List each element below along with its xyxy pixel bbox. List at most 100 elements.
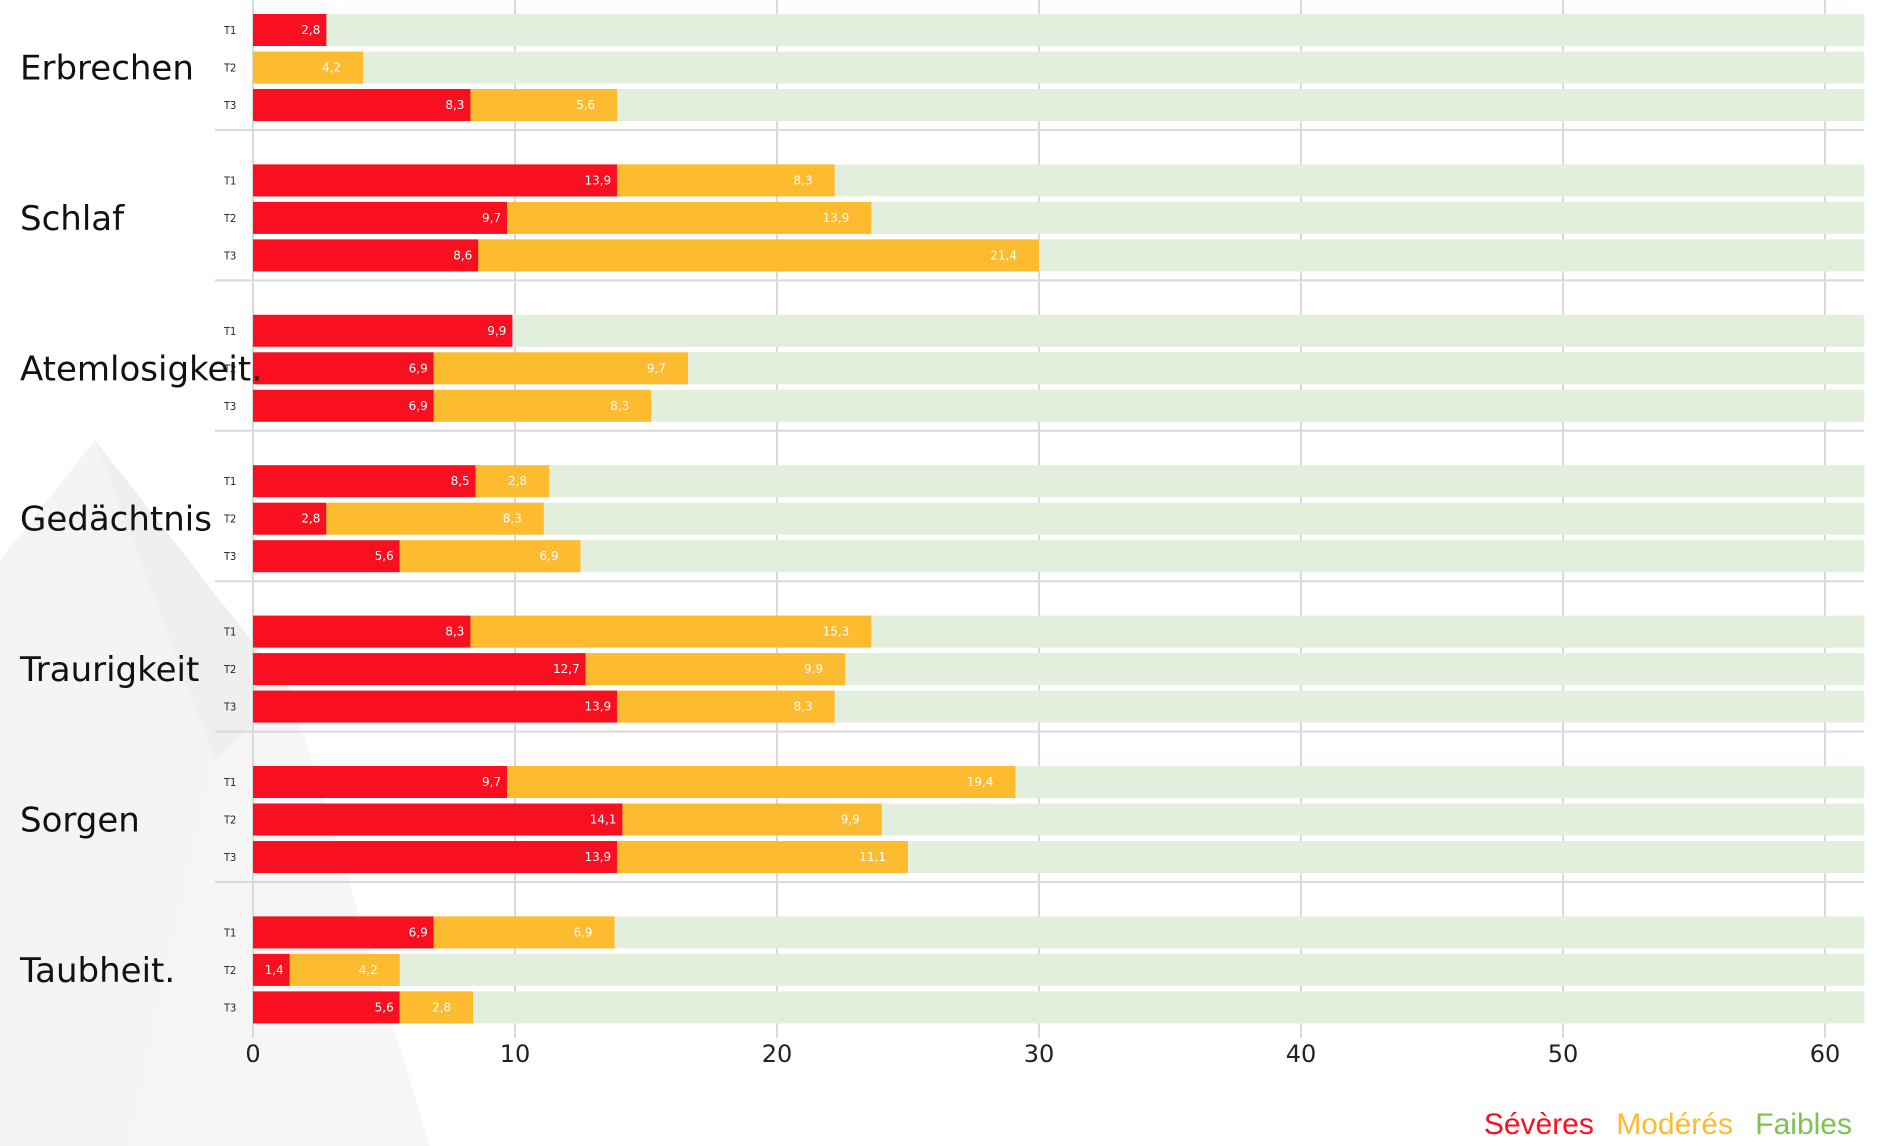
timepoint-label: T2 — [223, 513, 236, 526]
bar-severe — [253, 766, 508, 798]
bar-severe — [253, 89, 471, 121]
bar-severe — [253, 14, 327, 46]
timepoint-label: T1 — [223, 325, 236, 338]
bar-moderate — [433, 916, 615, 949]
bar-moderate — [326, 502, 544, 535]
bar-moderate — [470, 615, 872, 648]
x-tick-label: 10 — [500, 1040, 531, 1068]
x-tick-label: 30 — [1024, 1040, 1055, 1068]
timepoint-label: T3 — [223, 1001, 236, 1014]
timepoint-label: T3 — [223, 249, 236, 262]
bar-moderate — [289, 953, 400, 986]
bar-faible — [253, 953, 1865, 986]
bar-severe — [253, 991, 400, 1024]
category-label: Traurigkeit — [19, 650, 199, 690]
timepoint-label: T1 — [223, 926, 236, 939]
timepoint-label: T2 — [223, 362, 236, 375]
timepoint-label: T2 — [223, 212, 236, 225]
bar-moderate — [507, 766, 1016, 798]
bar-value-label: 2,8 — [432, 1000, 451, 1014]
bar-value-label: 9,7 — [647, 361, 666, 375]
bar-value-label: 13,9 — [584, 173, 611, 187]
x-tick-label: 20 — [762, 1040, 793, 1068]
bar-value-label: 6,9 — [409, 399, 428, 413]
bar-severe — [253, 690, 618, 723]
bar-severe — [253, 239, 479, 272]
bar-severe — [253, 803, 623, 836]
legend-item-faible: Faibles — [1755, 1108, 1852, 1141]
bar-value-label: 14,1 — [590, 813, 617, 827]
category-label: Atemlosigkeit. — [20, 349, 262, 389]
bar-moderate — [507, 201, 872, 234]
bar-severe — [253, 615, 471, 648]
bar-moderate — [475, 465, 550, 498]
bar-value-label: 2,8 — [508, 474, 527, 488]
category-label: Gedächtnis — [20, 500, 212, 540]
bar-value-label: 8,5 — [451, 474, 470, 488]
labels: 0 10 20 30 40 50 60 Erbrechen 2,8 T1 4,2 T2 8,3 5,6 T3… — [19, 23, 1840, 1068]
timepoint-label: T2 — [223, 62, 236, 75]
bar-value-label: 9,9 — [804, 662, 823, 676]
bar-value-label: 5,6 — [375, 1000, 394, 1014]
timepoint-label: T3 — [223, 550, 236, 563]
bar-value-label: 8,3 — [503, 512, 522, 526]
bar-value-label: 21,4 — [990, 248, 1017, 262]
bar-moderate — [399, 540, 581, 573]
bars — [253, 14, 1865, 1024]
bar-moderate — [399, 991, 474, 1024]
bar-value-label: 8,3 — [610, 399, 629, 413]
bar-value-label: 15,3 — [823, 625, 850, 639]
bar-moderate — [617, 690, 835, 723]
bar-value-label: 9,9 — [841, 813, 860, 827]
category-label: Erbrechen — [20, 49, 194, 89]
timepoint-label: T2 — [223, 814, 236, 827]
timepoint-label: T1 — [223, 174, 236, 187]
bar-severe — [253, 540, 400, 573]
bar-value-label: 4,2 — [322, 61, 341, 75]
bar-severe — [253, 314, 513, 347]
timepoint-label: T2 — [223, 964, 236, 977]
bar-value-label: 6,9 — [409, 925, 428, 939]
bar-value-label: 2,8 — [301, 23, 320, 37]
bar-value-label: 8,3 — [794, 173, 813, 187]
bar-faible — [253, 314, 1865, 347]
bar-value-label: 1,4 — [265, 963, 284, 977]
bar-value-label: 4,2 — [359, 963, 378, 977]
timepoint-label: T1 — [223, 475, 236, 488]
bar-value-label: 6,9 — [409, 361, 428, 375]
legend-item-severe: Sévères — [1483, 1108, 1594, 1141]
bar-moderate — [478, 239, 1039, 272]
timepoint-label: T3 — [223, 701, 236, 714]
legend-item-moderate: Modérés — [1616, 1108, 1733, 1141]
bar-severe — [253, 841, 618, 873]
x-tick-label: 40 — [1286, 1040, 1317, 1068]
x-tick-label: 50 — [1548, 1040, 1579, 1068]
bar-value-label: 9,9 — [487, 324, 506, 338]
bar-value-label: 13,9 — [823, 211, 850, 225]
category-label: Schlaf — [20, 199, 125, 239]
bar-value-label: 11,1 — [859, 850, 886, 864]
bar-value-label: 13,9 — [584, 700, 611, 714]
bar-faible — [253, 14, 1865, 46]
bar-severe — [253, 502, 327, 535]
bar-value-label: 8,3 — [445, 625, 464, 639]
bar-value-label: 2,8 — [301, 512, 320, 526]
bar-faible — [253, 991, 1865, 1024]
bar-severe — [253, 953, 290, 986]
timepoint-label: T3 — [223, 400, 236, 413]
bar-value-label: 12,7 — [553, 662, 580, 676]
bar-severe — [253, 352, 434, 385]
bar-moderate — [433, 352, 688, 385]
bar-value-label: 8,3 — [445, 98, 464, 112]
bar-value-label: 5,6 — [576, 98, 595, 112]
bar-value-label: 9,7 — [482, 775, 501, 789]
bar-moderate — [617, 841, 908, 873]
timepoint-label: T1 — [223, 626, 236, 639]
bar-moderate — [433, 389, 652, 422]
category-label: Sorgen — [20, 801, 140, 841]
bar-severe — [253, 164, 618, 197]
bar-moderate — [585, 653, 846, 686]
bar-severe — [253, 201, 508, 234]
bar-value-label: 8,6 — [453, 248, 472, 262]
